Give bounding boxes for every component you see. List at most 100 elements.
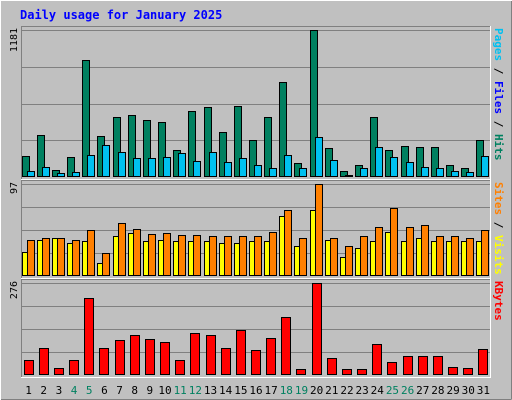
series-legend-label: Sites / Visits bbox=[492, 182, 505, 275]
bar-kbytes-day-3 bbox=[54, 368, 64, 375]
bar-kbytes-day-10 bbox=[160, 342, 170, 375]
bar-hits-day-1 bbox=[22, 156, 30, 177]
bar-hits-day-4 bbox=[67, 157, 75, 177]
day-label-18: 18 bbox=[280, 384, 293, 397]
bar-kbytes-day-27 bbox=[418, 356, 428, 375]
bar-kbytes-day-26 bbox=[403, 356, 413, 375]
day-label-20: 20 bbox=[310, 384, 323, 397]
bar-files-day-5 bbox=[87, 155, 95, 177]
bar-files-day-12 bbox=[193, 161, 201, 177]
bar-files-day-27 bbox=[421, 167, 429, 177]
bar-files-day-30 bbox=[466, 172, 474, 177]
bar-files-day-26 bbox=[406, 162, 414, 177]
bars-top bbox=[22, 30, 489, 177]
bar-kbytes-day-28 bbox=[433, 356, 443, 375]
bar-hits-day-26 bbox=[401, 146, 409, 177]
bar-files-day-11 bbox=[178, 153, 186, 177]
bar-kbytes-day-22 bbox=[342, 369, 352, 375]
y-axis-max-label: 1181 bbox=[9, 28, 20, 52]
legend-part: Sites bbox=[492, 182, 505, 215]
x-axis-day-labels: 1 2 3 4 5 6 7 8 9 10 11 12 13 14 15 16 17 18 19 20 21 22 23 24 2… bbox=[25, 384, 490, 397]
legend-part: KBytes bbox=[492, 281, 505, 321]
bar-hits-day-7 bbox=[113, 117, 121, 177]
bar-hits-day-16 bbox=[249, 140, 257, 177]
bar-files-day-23 bbox=[360, 168, 368, 177]
bar-sites-day-9 bbox=[148, 234, 156, 276]
bar-hits-day-17 bbox=[264, 117, 272, 177]
bar-kbytes-day-12 bbox=[190, 333, 200, 375]
bar-sites-day-21 bbox=[330, 238, 338, 276]
day-label-1: 1 bbox=[25, 384, 32, 397]
bar-files-day-4 bbox=[72, 172, 80, 177]
legend-part: / bbox=[492, 114, 505, 134]
bar-kbytes-day-4 bbox=[69, 360, 79, 375]
bar-hits-day-10 bbox=[158, 122, 166, 177]
bar-sites-day-3 bbox=[57, 238, 65, 276]
bar-sites-day-10 bbox=[163, 233, 171, 276]
bar-sites-day-28 bbox=[436, 236, 444, 276]
day-label-5: 5 bbox=[86, 384, 93, 397]
day-label-22: 22 bbox=[340, 384, 353, 397]
bar-hits-day-13 bbox=[204, 107, 212, 177]
bar-kbytes-day-1 bbox=[24, 360, 34, 375]
bar-files-day-31 bbox=[481, 156, 489, 177]
bar-sites-day-22 bbox=[345, 246, 353, 276]
bar-files-day-22 bbox=[345, 175, 353, 177]
bar-sites-day-12 bbox=[193, 235, 201, 276]
bar-sites-day-27 bbox=[421, 225, 429, 276]
bar-hits-day-8 bbox=[128, 115, 136, 177]
bar-sites-day-18 bbox=[284, 210, 292, 276]
bar-files-day-6 bbox=[102, 145, 110, 177]
bar-kbytes-day-19 bbox=[296, 369, 306, 375]
bar-sites-day-26 bbox=[406, 227, 414, 276]
bar-sites-day-29 bbox=[451, 236, 459, 276]
bar-sites-day-4 bbox=[72, 240, 80, 276]
day-label-10: 10 bbox=[158, 384, 171, 397]
bar-files-day-16 bbox=[254, 165, 262, 177]
bar-files-day-17 bbox=[269, 168, 277, 177]
bar-sites-day-31 bbox=[481, 230, 489, 276]
bars-bot bbox=[24, 283, 488, 375]
bar-hits-day-9 bbox=[143, 120, 151, 177]
day-label-21: 21 bbox=[325, 384, 338, 397]
chart-panels: 1181 Pages / Files / Hits 97 Sites / Visits… bbox=[9, 26, 505, 378]
bar-kbytes-day-24 bbox=[372, 344, 382, 375]
bar-files-day-10 bbox=[163, 157, 171, 177]
bar-sites-day-1 bbox=[27, 240, 35, 276]
panel-top: 1181 Pages / Files / Hits bbox=[9, 26, 505, 180]
bar-hits-day-5 bbox=[82, 60, 90, 177]
bar-files-day-8 bbox=[133, 158, 141, 177]
bar-files-day-28 bbox=[436, 168, 444, 177]
bar-sites-day-16 bbox=[254, 236, 262, 276]
day-label-24: 24 bbox=[371, 384, 385, 397]
series-legend-label: KBytes bbox=[492, 281, 505, 321]
bar-files-day-2 bbox=[42, 167, 50, 177]
day-label-28: 28 bbox=[431, 384, 444, 397]
bar-files-day-24 bbox=[375, 147, 383, 177]
day-label-4: 4 bbox=[71, 384, 78, 397]
bar-files-day-18 bbox=[284, 155, 292, 177]
bar-kbytes-day-11 bbox=[175, 360, 185, 375]
chart-title: Daily usage for January 2025 bbox=[20, 8, 222, 22]
bar-files-day-14 bbox=[224, 162, 232, 177]
day-label-30: 30 bbox=[462, 384, 475, 397]
bar-hits-day-28 bbox=[431, 147, 439, 177]
bar-kbytes-day-17 bbox=[266, 338, 276, 375]
bars-mid bbox=[22, 184, 489, 276]
legend-part: Hits bbox=[492, 134, 505, 161]
bar-files-day-25 bbox=[390, 157, 398, 177]
legend-part: Visits bbox=[492, 235, 505, 275]
day-label-29: 29 bbox=[446, 384, 459, 397]
bar-files-day-21 bbox=[330, 160, 338, 177]
bar-sites-day-5 bbox=[87, 230, 95, 276]
bar-kbytes-day-31 bbox=[478, 349, 488, 375]
bar-hits-day-12 bbox=[188, 111, 196, 177]
bar-kbytes-day-13 bbox=[206, 335, 216, 375]
bar-files-day-7 bbox=[118, 152, 126, 177]
day-label-25: 25 bbox=[386, 384, 399, 397]
legend-part: Pages bbox=[492, 28, 505, 61]
bar-sites-day-17 bbox=[269, 232, 277, 276]
day-label-11: 11 bbox=[174, 384, 187, 397]
